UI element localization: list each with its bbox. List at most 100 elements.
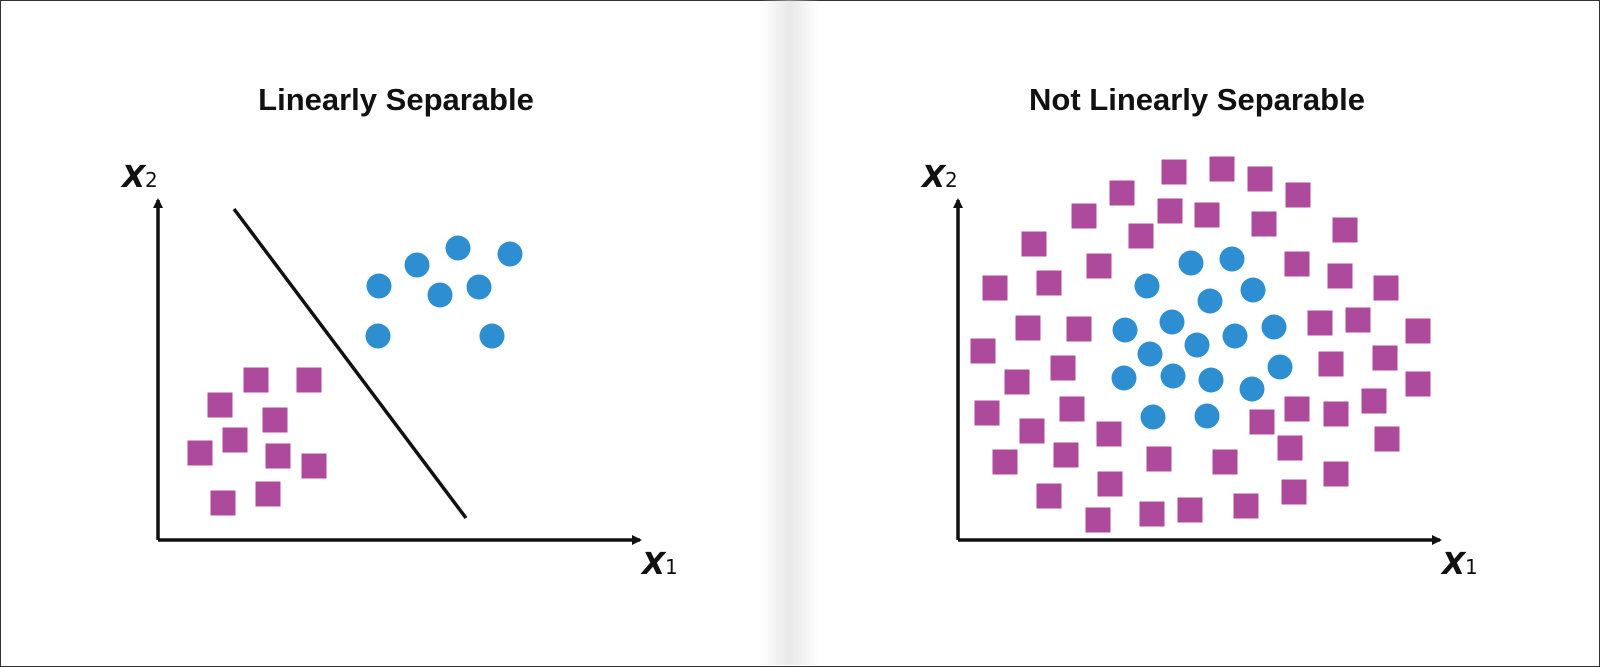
square-point	[1327, 263, 1353, 289]
square-point	[1021, 231, 1047, 257]
circle-point	[1261, 314, 1287, 340]
svg-text:X: X	[120, 160, 147, 195]
square-point	[970, 338, 996, 364]
square-point	[974, 400, 1000, 426]
square-point	[1059, 396, 1085, 422]
square-point	[301, 453, 327, 479]
svg-text:2: 2	[945, 168, 958, 192]
square-point	[262, 407, 288, 433]
panel-title: Not Linearly Separable	[1029, 82, 1365, 117]
circle-point	[365, 323, 391, 349]
square-point	[1373, 275, 1399, 301]
square-point	[1019, 418, 1045, 444]
square-point	[1345, 307, 1371, 333]
square-point	[1284, 251, 1310, 277]
circle-point	[1159, 309, 1185, 335]
square-point	[1177, 497, 1203, 523]
square-point	[1405, 371, 1431, 397]
y-axis-label: X 2	[920, 160, 958, 195]
square-point	[1071, 203, 1097, 229]
square-point	[1318, 351, 1344, 377]
circle-point	[427, 282, 453, 308]
panel-not-linearly-separable: Not Linearly Separable X 2 X 1	[920, 82, 1478, 582]
square-point	[1036, 483, 1062, 509]
square-point	[1146, 446, 1172, 472]
square-point	[1053, 442, 1079, 468]
square-point	[1096, 421, 1122, 447]
square-point	[210, 490, 236, 516]
square-point	[265, 443, 291, 469]
square-point	[1194, 202, 1220, 228]
square-point	[1323, 461, 1349, 487]
square-class-points	[187, 367, 327, 516]
separator-line	[232, 207, 468, 520]
circle-point	[1160, 363, 1186, 389]
square-point	[222, 427, 248, 453]
y-axis-label: X 2	[120, 160, 158, 195]
square-point	[296, 367, 322, 393]
square-point	[187, 440, 213, 466]
square-point	[1161, 159, 1187, 185]
square-point	[1405, 318, 1431, 344]
circle-point	[1112, 317, 1138, 343]
svg-text:X: X	[640, 547, 667, 582]
square-point	[207, 392, 233, 418]
circle-class-points	[1111, 246, 1293, 430]
square-point	[1332, 217, 1358, 243]
square-point	[1004, 369, 1030, 395]
circle-point	[445, 235, 471, 261]
circle-point	[1184, 332, 1210, 358]
svg-text:X: X	[1440, 547, 1467, 582]
x-axis-label: X 1	[640, 547, 678, 582]
square-point	[255, 481, 281, 507]
square-point	[1323, 401, 1349, 427]
square-point	[1209, 156, 1235, 182]
square-point	[1097, 471, 1123, 497]
circle-point	[497, 241, 523, 267]
panel-linearly-separable: Linearly Separable X 2 X 1	[120, 82, 678, 582]
square-point	[1247, 166, 1273, 192]
square-point	[1281, 479, 1307, 505]
circle-point	[366, 273, 392, 299]
circle-point	[1178, 250, 1204, 276]
circle-point	[1219, 246, 1245, 272]
square-point	[1307, 310, 1333, 336]
square-point	[1139, 501, 1165, 527]
square-point	[1050, 355, 1076, 381]
square-point	[1157, 198, 1183, 224]
square-point	[1086, 253, 1112, 279]
square-point	[1233, 493, 1259, 519]
square-point	[1277, 435, 1303, 461]
circle-point	[466, 274, 492, 300]
svg-text:2: 2	[145, 168, 158, 192]
circle-point	[1137, 341, 1163, 367]
square-point	[1249, 409, 1275, 435]
square-class-points	[970, 156, 1431, 533]
square-point	[1085, 507, 1111, 533]
square-point	[1066, 316, 1092, 342]
circle-point	[1240, 277, 1266, 303]
square-point	[982, 275, 1008, 301]
circle-point	[479, 323, 505, 349]
square-point	[243, 367, 269, 393]
square-point	[1128, 223, 1154, 249]
circle-point	[1198, 367, 1224, 393]
square-point	[1212, 449, 1238, 475]
square-point	[1285, 182, 1311, 208]
svg-text:1: 1	[665, 555, 678, 579]
square-point	[1251, 211, 1277, 237]
circle-point	[1134, 273, 1160, 299]
square-point	[992, 449, 1018, 475]
square-point	[1374, 426, 1400, 452]
square-point	[1361, 388, 1387, 414]
square-point	[1372, 345, 1398, 371]
circle-point	[1239, 376, 1265, 402]
x-axis-label: X 1	[1440, 547, 1478, 582]
square-point	[1015, 315, 1041, 341]
square-point	[1036, 270, 1062, 296]
svg-text:X: X	[920, 160, 947, 195]
circle-point	[1267, 354, 1293, 380]
square-point	[1109, 180, 1135, 206]
square-point	[1284, 396, 1310, 422]
panel-divider-shadow	[760, 0, 820, 665]
